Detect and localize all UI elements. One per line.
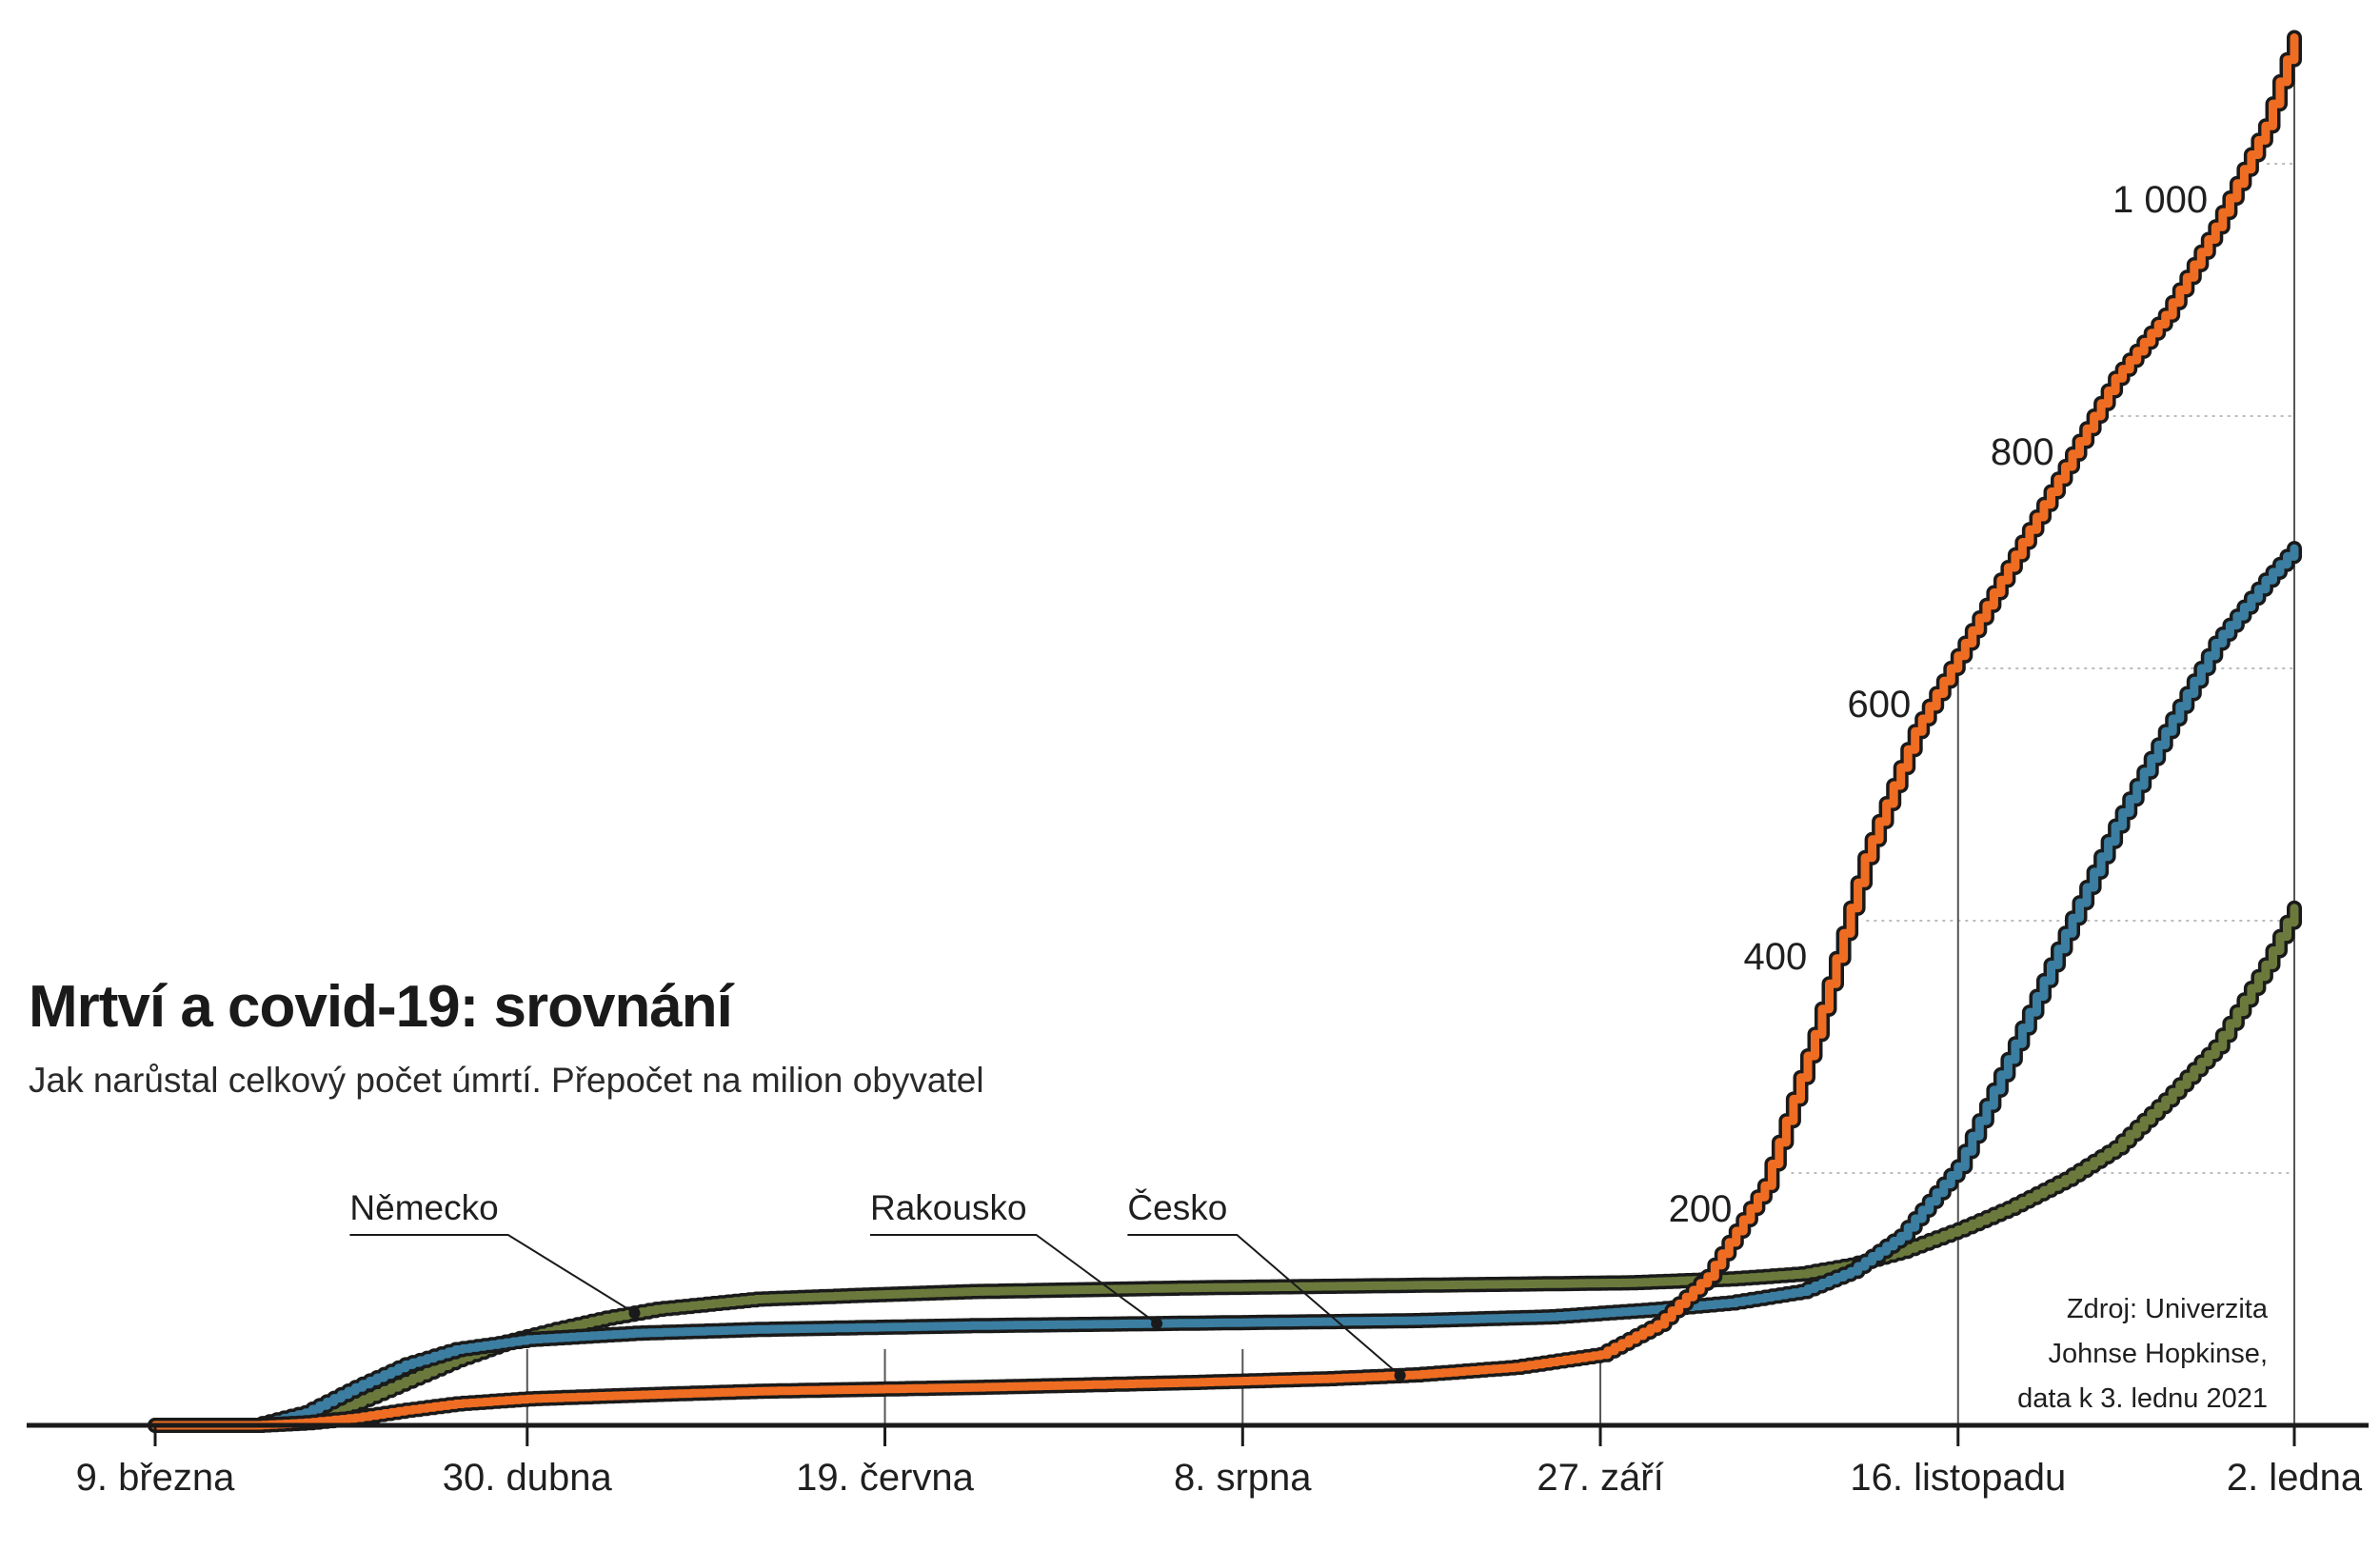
- series-lines: [148, 30, 2302, 1433]
- series-callout-label: Německo: [349, 1188, 498, 1227]
- x-tick-label: 27. září: [1537, 1457, 1663, 1499]
- series-callout-label: Rakousko: [870, 1188, 1027, 1227]
- source-line: Zdroj: Univerzita: [2067, 1294, 2269, 1324]
- y-tick-label: 600: [1848, 684, 1912, 726]
- x-tick-label: 19. června: [796, 1457, 975, 1499]
- x-tick-label: 9. března: [76, 1457, 236, 1499]
- y-tick-label: 1 000: [2112, 179, 2208, 221]
- callout-leader-line: [349, 1234, 636, 1314]
- y-tick-label: 400: [1744, 936, 1808, 978]
- x-guide-lines: [526, 37, 2295, 1425]
- series-line-rakousko: [150, 544, 2299, 1430]
- chart-title: Mrtví a covid-19: srovnání: [29, 974, 733, 1040]
- y-tick-label: 800: [1991, 431, 2054, 473]
- x-tick-label: 16. listopadu: [1850, 1457, 2066, 1499]
- y-tick-label: 200: [1669, 1188, 1733, 1230]
- source-line: data k 3. lednu 2021: [2017, 1383, 2268, 1414]
- callout-dot: [1151, 1318, 1163, 1330]
- y-gridlines: [1791, 163, 2294, 1174]
- callout-dot: [628, 1307, 641, 1320]
- y-tick-labels: 200 400 600 800 1 000: [1669, 179, 2209, 1230]
- series-callout-label: Česko: [1127, 1188, 1227, 1227]
- callout-leader-line: [869, 1234, 1158, 1324]
- callout-leader-line: [1127, 1234, 1401, 1377]
- series-line-cesko: [150, 33, 2299, 1430]
- x-tick-label: 2. ledna: [2227, 1457, 2363, 1499]
- source-note: Zdroj: Univerzita Johnse Hopkinse, data k …: [2017, 1294, 2269, 1414]
- x-tick-label: 30. dubna: [443, 1457, 613, 1499]
- series-callouts: Německo Rakousko Česko: [349, 1188, 1406, 1382]
- source-line: Johnse Hopkinse,: [2048, 1339, 2268, 1369]
- callout-dot: [1394, 1369, 1406, 1382]
- x-axis-ticks: 9. března 30. dubna 19. června 8. srpna 27. …: [76, 1425, 2363, 1499]
- x-tick-label: 8. srpna: [1174, 1457, 1312, 1499]
- chart-subtitle: Jak narůstal celkový počet úmrtí. Přepoč…: [29, 1061, 984, 1100]
